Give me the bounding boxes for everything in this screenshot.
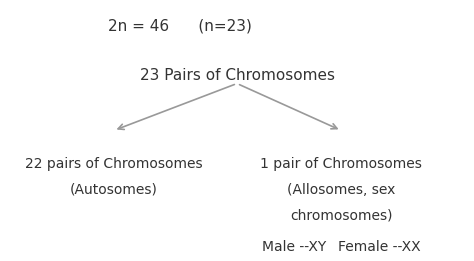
Text: 23 Pairs of Chromosomes: 23 Pairs of Chromosomes bbox=[139, 68, 335, 83]
Text: 2n = 46      (n=23): 2n = 46 (n=23) bbox=[108, 18, 252, 33]
Text: (Autosomes): (Autosomes) bbox=[70, 183, 158, 197]
Text: chromosomes): chromosomes) bbox=[290, 209, 392, 223]
Text: Female --XX: Female --XX bbox=[338, 240, 420, 254]
Text: (Allosomes, sex: (Allosomes, sex bbox=[287, 183, 395, 197]
Text: 1 pair of Chromosomes: 1 pair of Chromosomes bbox=[260, 157, 422, 171]
Text: 22 pairs of Chromosomes: 22 pairs of Chromosomes bbox=[25, 157, 202, 171]
Text: Male --XY: Male --XY bbox=[262, 240, 326, 254]
